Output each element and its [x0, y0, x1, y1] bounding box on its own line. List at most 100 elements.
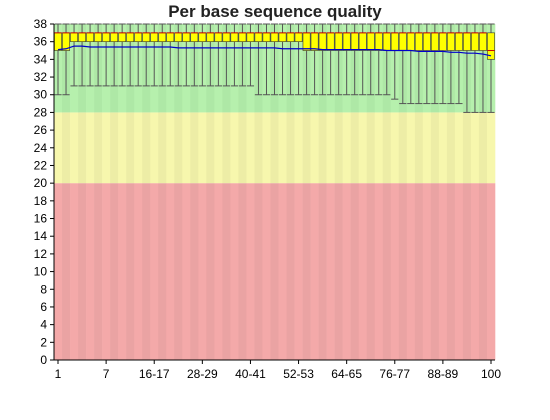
- quality-zone-0: [230, 183, 239, 360]
- x-tick-label: 88-89: [428, 367, 459, 381]
- y-tick-label: 34: [34, 52, 48, 66]
- x-tick-label: 16-17: [139, 367, 170, 381]
- quality-zone-1: [126, 112, 135, 184]
- quality-zone-0: [470, 183, 480, 360]
- quality-zone-0: [462, 183, 472, 360]
- quality-zone-0: [222, 183, 231, 360]
- quality-zone-1: [54, 112, 63, 184]
- quality-zone-1: [358, 112, 368, 184]
- quartile-box: [471, 32, 479, 51]
- quality-zone-0: [398, 183, 408, 360]
- quality-zone-1: [398, 112, 408, 184]
- quartile-box: [382, 32, 391, 51]
- quality-zone-1: [342, 112, 351, 184]
- quality-zone-1: [206, 112, 215, 184]
- quality-zone-0: [438, 183, 448, 360]
- quality-zone-1: [254, 112, 263, 184]
- y-tick-label: 0: [40, 353, 47, 367]
- quality-zone-0: [70, 183, 79, 360]
- quality-zone-1: [478, 112, 488, 184]
- quartile-box: [430, 32, 439, 51]
- quality-zone-0: [54, 183, 63, 360]
- x-tick-label: 76-77: [379, 367, 410, 381]
- quartile-box: [254, 32, 263, 42]
- quartile-box: [94, 32, 103, 42]
- quartile-box: [158, 32, 167, 42]
- quality-zone-0: [350, 183, 359, 360]
- quartile-box: [238, 32, 247, 42]
- quality-zone-0: [182, 183, 191, 360]
- quality-zone-0: [150, 183, 159, 360]
- y-tick-label: 24: [34, 141, 48, 155]
- quality-zone-0: [358, 183, 368, 360]
- quality-zone-1: [382, 112, 392, 184]
- quartile-box: [463, 32, 471, 51]
- quality-zone-1: [246, 112, 255, 184]
- quality-zone-0: [262, 183, 271, 360]
- quartile-box: [334, 32, 343, 51]
- x-tick-label: 52-53: [283, 367, 314, 381]
- quartile-box: [142, 32, 151, 42]
- quality-zone-1: [278, 112, 287, 184]
- quality-zone-0: [414, 183, 424, 360]
- quartile-box: [150, 32, 159, 42]
- quality-zone-0: [246, 183, 255, 360]
- quality-zone-1: [270, 112, 279, 184]
- quality-zone-0: [158, 183, 167, 360]
- quality-zone-1: [326, 112, 335, 184]
- quality-zone-0: [254, 183, 263, 360]
- quartile-box: [262, 32, 271, 42]
- quality-zone-1: [166, 112, 175, 184]
- quartile-box: [374, 32, 383, 51]
- quality-zone-1: [94, 112, 103, 184]
- quartile-box: [54, 32, 62, 51]
- quality-zone-1: [366, 112, 376, 184]
- quality-zone-0: [310, 183, 319, 360]
- quality-zone-0: [454, 183, 464, 360]
- quality-zone-0: [86, 183, 95, 360]
- quality-zone-0: [238, 183, 247, 360]
- quartile-box: [350, 32, 359, 51]
- quality-zone-1: [302, 112, 311, 184]
- quartile-box: [487, 32, 495, 60]
- quality-zone-1: [134, 112, 143, 184]
- quartile-box: [70, 32, 78, 42]
- quality-zone-0: [286, 183, 295, 360]
- x-tick-label: 64-65: [331, 367, 362, 381]
- y-tick-label: 38: [34, 17, 48, 31]
- quality-zone-1: [438, 112, 448, 184]
- quality-zone-0: [318, 183, 327, 360]
- quality-zone-0: [374, 183, 384, 360]
- quality-zone-1: [422, 112, 432, 184]
- quality-zone-0: [486, 183, 496, 360]
- quality-zone-1: [406, 112, 416, 184]
- quality-zone-1: [214, 112, 223, 184]
- x-tick-label: 1: [55, 367, 62, 381]
- quartile-box: [310, 32, 319, 51]
- quality-zone-1: [318, 112, 327, 184]
- quartile-box: [190, 32, 199, 42]
- quality-zone-1: [110, 112, 119, 184]
- quality-zone-0: [326, 183, 335, 360]
- y-tick-label: 12: [34, 247, 48, 261]
- quality-zone-1: [182, 112, 191, 184]
- quartile-box: [318, 32, 327, 51]
- quality-zone-0: [166, 183, 175, 360]
- quality-zone-0: [390, 183, 400, 360]
- quartile-box: [455, 32, 463, 51]
- quality-zone-0: [302, 183, 311, 360]
- x-tick-label: 28-29: [187, 367, 218, 381]
- quality-zone-1: [222, 112, 231, 184]
- quartile-box: [302, 32, 311, 51]
- quality-zone-0: [62, 183, 71, 360]
- quality-zone-1: [470, 112, 480, 184]
- quartile-box: [398, 32, 407, 51]
- quality-zone-0: [342, 183, 351, 360]
- y-tick-label: 30: [34, 88, 48, 102]
- quartile-box: [222, 32, 231, 42]
- quality-zone-1: [118, 112, 127, 184]
- y-tick-label: 16: [34, 212, 48, 226]
- quartile-box: [86, 32, 94, 42]
